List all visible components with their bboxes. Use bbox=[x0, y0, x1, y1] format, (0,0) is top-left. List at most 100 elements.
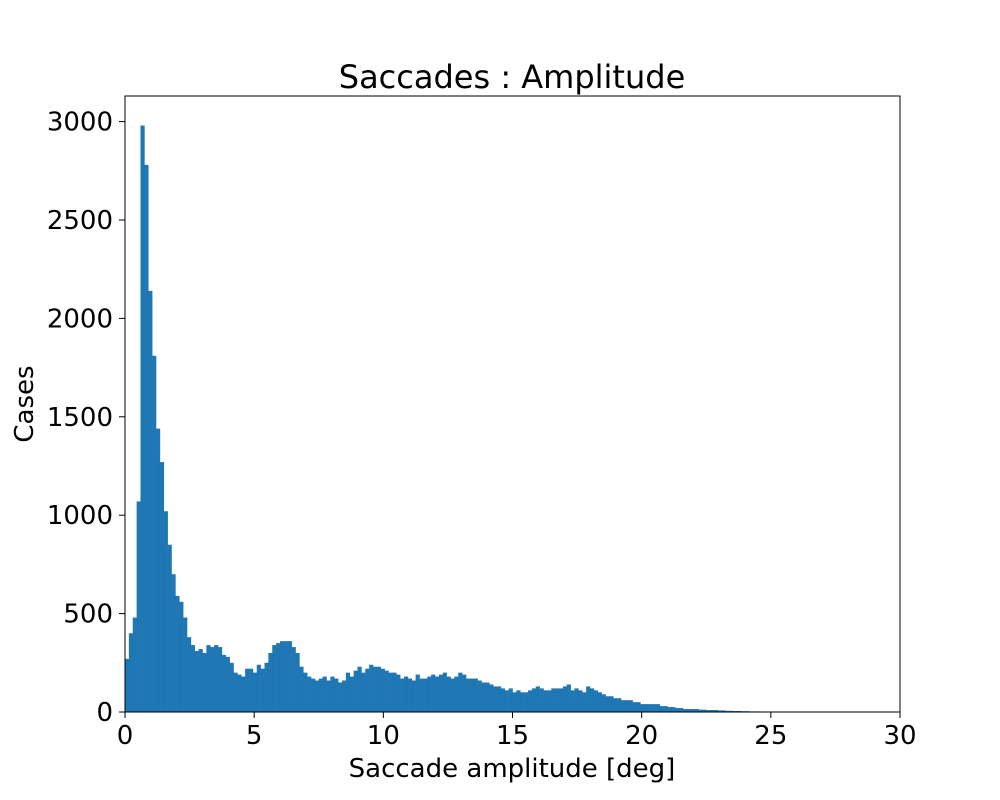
histogram-bar bbox=[659, 706, 664, 712]
y-tick-label: 500 bbox=[63, 600, 113, 630]
histogram-bar bbox=[442, 672, 447, 712]
histogram-bar bbox=[225, 656, 230, 712]
histogram-bar bbox=[652, 704, 657, 712]
histogram-bar bbox=[516, 690, 521, 712]
histogram-bar bbox=[299, 666, 304, 712]
histogram-bar bbox=[427, 676, 432, 712]
histogram-bar bbox=[613, 698, 618, 712]
histogram-bar bbox=[404, 676, 409, 712]
histogram-bar bbox=[469, 678, 475, 712]
histogram-bar bbox=[481, 682, 486, 712]
histogram-bar bbox=[539, 688, 544, 712]
histogram-bar bbox=[314, 680, 320, 712]
histogram-bar bbox=[675, 708, 680, 712]
histogram-bar bbox=[624, 700, 630, 712]
histogram-bar bbox=[702, 709, 707, 712]
histogram-bar bbox=[349, 676, 354, 712]
y-tick-label: 1500 bbox=[47, 403, 113, 433]
histogram-bar bbox=[559, 688, 564, 712]
x-tick-label: 0 bbox=[117, 721, 134, 751]
x-tick-label: 15 bbox=[496, 721, 529, 751]
histogram-bar bbox=[152, 355, 157, 712]
histogram-bar bbox=[148, 290, 153, 712]
histogram-bar bbox=[683, 709, 688, 712]
histogram-bar bbox=[706, 710, 711, 712]
histogram-bar bbox=[725, 710, 730, 712]
histogram-bar bbox=[729, 710, 734, 712]
y-axis-label: Cases bbox=[10, 365, 40, 442]
histogram-bar bbox=[400, 678, 405, 712]
histogram-bar bbox=[504, 690, 509, 712]
histogram-bar bbox=[307, 676, 312, 712]
histogram-bar bbox=[171, 574, 176, 712]
histogram-bar bbox=[175, 595, 180, 712]
histogram-bar bbox=[508, 688, 513, 712]
histogram-bar bbox=[562, 686, 568, 712]
histogram-bar bbox=[555, 688, 560, 712]
histogram-bar bbox=[202, 652, 207, 712]
histogram-bar bbox=[260, 668, 265, 712]
histogram-bar bbox=[690, 709, 695, 712]
x-tick-label: 20 bbox=[625, 721, 658, 751]
histogram-bar bbox=[520, 692, 525, 712]
histogram-bar bbox=[210, 647, 215, 712]
histogram-bar bbox=[342, 680, 347, 712]
histogram-bar bbox=[547, 690, 552, 712]
histogram-bar bbox=[636, 702, 641, 712]
histogram-bar bbox=[376, 666, 382, 712]
histogram-bar bbox=[586, 686, 591, 712]
histogram-bar bbox=[582, 692, 587, 712]
histogram-bar bbox=[621, 700, 626, 712]
histogram-bar bbox=[241, 676, 246, 712]
histogram-bar bbox=[574, 688, 579, 712]
histogram-bar bbox=[229, 662, 234, 712]
histogram-bar bbox=[590, 688, 595, 712]
histogram-bar bbox=[283, 641, 289, 712]
histogram-bar bbox=[272, 645, 277, 712]
histogram-bar bbox=[407, 678, 413, 712]
histogram-bar bbox=[617, 698, 622, 712]
histogram-bar bbox=[380, 668, 385, 712]
histogram-bar bbox=[597, 692, 602, 712]
histogram-bar bbox=[384, 670, 389, 712]
histogram-bar bbox=[136, 501, 141, 712]
histogram-bar bbox=[190, 645, 196, 712]
histogram-bar bbox=[303, 672, 308, 712]
histogram-bar bbox=[187, 637, 192, 712]
histogram-bar bbox=[167, 544, 172, 712]
x-axis-ticks: 0 5 10 15 20 25 30 bbox=[117, 712, 917, 751]
histogram-bar bbox=[698, 709, 703, 712]
y-tick-label: 2000 bbox=[47, 304, 113, 334]
histogram-bar bbox=[140, 125, 145, 713]
histogram-bar bbox=[710, 710, 715, 712]
histogram-bar bbox=[601, 694, 606, 712]
histogram-bar bbox=[714, 710, 719, 712]
histogram-bar bbox=[655, 704, 661, 712]
histogram-bar bbox=[497, 686, 502, 712]
histogram-bar bbox=[353, 670, 358, 712]
histogram-bars bbox=[125, 125, 881, 713]
histogram-bar bbox=[125, 658, 130, 712]
histogram-bar bbox=[628, 700, 633, 712]
histogram-bar bbox=[334, 678, 339, 712]
histogram-bar bbox=[419, 678, 424, 712]
histogram-bar bbox=[291, 647, 296, 712]
histogram-bar bbox=[369, 664, 374, 712]
histogram-bar bbox=[233, 672, 238, 712]
histogram-bar bbox=[458, 672, 463, 712]
histogram-bar bbox=[686, 709, 692, 712]
histogram-bar bbox=[489, 684, 494, 712]
x-tick-label: 30 bbox=[883, 721, 916, 751]
histogram-bar bbox=[671, 707, 676, 712]
histogram-bar bbox=[276, 643, 281, 712]
histogram-bar bbox=[388, 672, 393, 712]
y-tick-label: 2500 bbox=[47, 206, 113, 236]
histogram-bar bbox=[163, 511, 168, 712]
histogram-bar bbox=[330, 676, 335, 712]
histogram-bar bbox=[578, 690, 583, 712]
histogram-bar bbox=[528, 690, 533, 712]
histogram-bar bbox=[411, 680, 416, 712]
histogram-bar bbox=[311, 678, 316, 712]
histogram-bar bbox=[268, 652, 273, 712]
histogram-bar bbox=[144, 164, 149, 713]
